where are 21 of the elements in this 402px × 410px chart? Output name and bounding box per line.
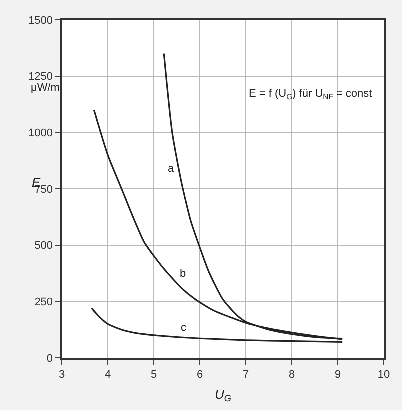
x-tick-label: 3 [58, 368, 66, 381]
y-tick-label: 1250 [28, 71, 54, 84]
x-tick-label: 5 [150, 368, 158, 381]
x-tick-label: 7 [242, 368, 250, 381]
annotation: c [181, 322, 187, 334]
annotation: b [180, 268, 186, 280]
y-tick-label: 1500 [28, 14, 54, 27]
x-tick-label: 4 [104, 368, 112, 381]
x-tick-label: 10 [378, 368, 390, 381]
y-tick-label: 750 [34, 184, 54, 196]
y-tick-label: 250 [34, 296, 54, 309]
y-tick-label: 1000 [28, 128, 54, 140]
x-tick-label: 6 [196, 368, 204, 381]
annotation: a [168, 163, 175, 175]
annotation: E = f (U$_{G}$) für U$_{NF}$ = const [249, 88, 372, 102]
text: μW/m [31, 82, 60, 94]
x-tick-label: 9 [334, 368, 342, 381]
y-tick-label: 0 [46, 352, 54, 365]
x-axis-title: U$_{G}$ [215, 387, 232, 404]
y-tick-label: 500 [34, 240, 54, 252]
x-tick-label: 8 [288, 368, 296, 381]
